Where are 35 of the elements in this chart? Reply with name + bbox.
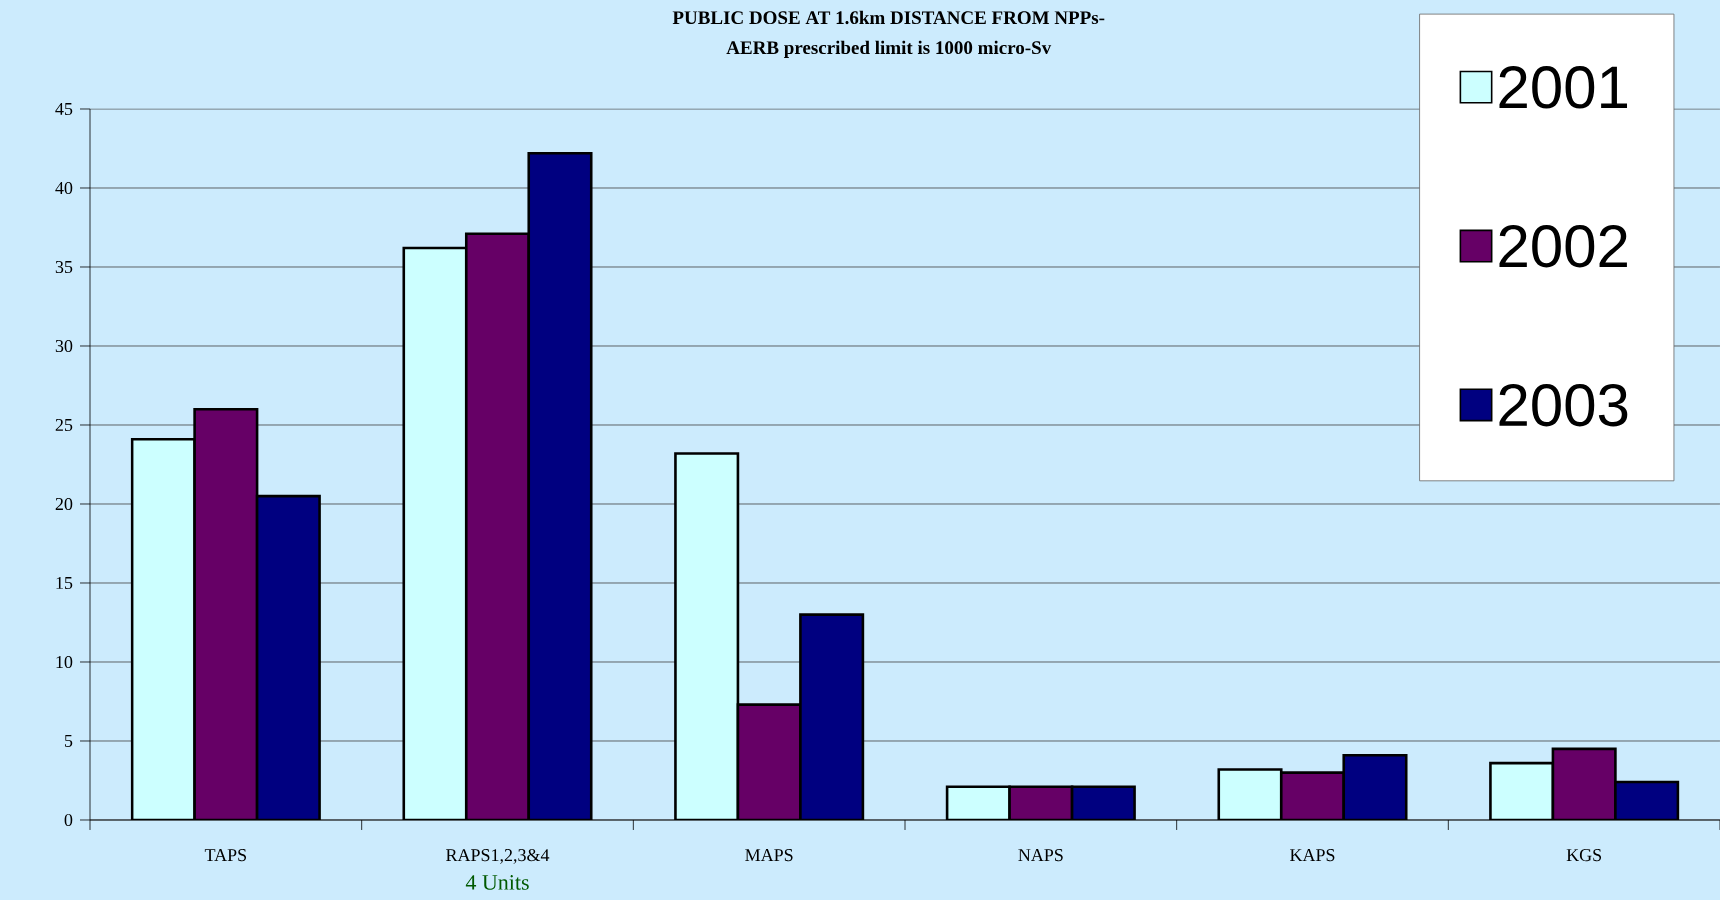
bar: [1008, 785, 1074, 820]
bar: [1489, 761, 1555, 820]
x-tick-label: RAPS1,2,3&4: [446, 849, 550, 864]
bar: [255, 494, 321, 820]
x-tick-label: KGS: [1566, 849, 1602, 862]
y-tick-label: 5: [64, 735, 73, 747]
chart-subtitle: AERB prescribed limit is 1000 micro-Sv: [726, 40, 1052, 58]
y-tick-label: 15: [56, 576, 73, 590]
y-tick-label: 10: [56, 655, 73, 669]
y-tick-label: 30: [55, 339, 73, 353]
y-tick-label: 20: [55, 497, 73, 511]
x-tick-label: NAPS: [1018, 849, 1063, 862]
text: 4 Units: [465, 875, 529, 890]
bar: [945, 785, 1011, 820]
y-tick-label: 40: [55, 181, 73, 195]
bar: [1614, 780, 1680, 820]
legend-label: 2001: [1499, 66, 1628, 109]
bar: [1551, 747, 1617, 820]
bar: [1217, 768, 1283, 820]
y-tick-label: 45: [55, 102, 73, 116]
x-tick-label: KAPS: [1290, 849, 1335, 862]
x-tick-label: TAPS: [204, 849, 247, 862]
bar: [193, 407, 259, 820]
legend-label: 2003: [1499, 383, 1628, 427]
x-tick-label: MAPS: [745, 849, 793, 862]
bar: [1070, 785, 1136, 820]
bar: [736, 703, 802, 820]
y-tick-label: 25: [55, 418, 73, 432]
bar: [674, 452, 740, 820]
bar: [402, 246, 468, 820]
y-tick-label: 35: [55, 260, 73, 274]
legend-label: 2002: [1499, 225, 1627, 268]
y-tick-label: 0: [64, 813, 73, 827]
bar: [799, 613, 865, 820]
chart-title: PUBLIC DOSE AT 1.6km DISTANCE FROM NPPs-: [672, 10, 1105, 25]
